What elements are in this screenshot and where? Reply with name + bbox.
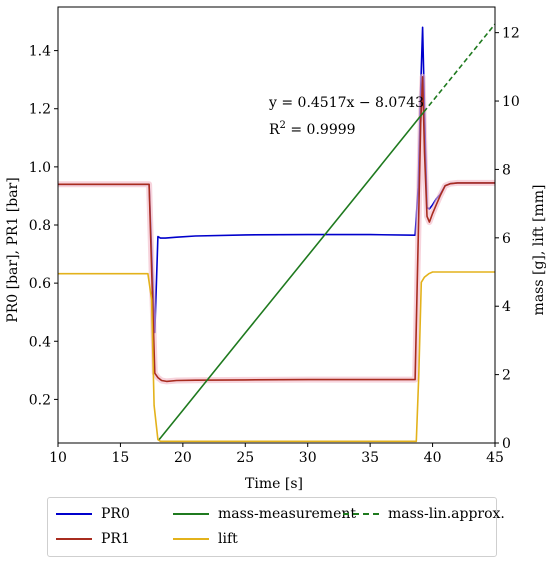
legend-swatch-pr0 [56, 513, 92, 515]
left-y-tick-label: 1.4 [29, 44, 51, 60]
x-tick-label: 10 [49, 450, 67, 466]
left-y-tick-label: 0.4 [29, 334, 51, 350]
legend-swatch-lift [173, 538, 209, 540]
x-tick-label: 45 [486, 450, 504, 466]
legend-item-mass-measurement: mass-measurement [173, 506, 356, 522]
legend-swatch-mass-lin-approx [343, 513, 379, 515]
left-y-tick-label: 0.6 [29, 276, 51, 292]
legend-label-pr1: PR1 [101, 531, 130, 547]
right-y-tick-label: 10 [502, 94, 520, 110]
left-y-tick-label: 0.8 [29, 218, 51, 234]
axes: 10 15 20 25 30 35 40 45 0.2 0.4 0.6 0.8 1.0 1.2 1.4 0 2 4… [29, 6, 520, 466]
x-tick-label: 20 [174, 450, 192, 466]
right-y-tick-label: 0 [502, 436, 511, 452]
x-tick-label: 40 [424, 450, 442, 466]
right-y-axis-label: mass [g], lift [mm] [531, 185, 547, 316]
x-axis-label: Time [s] [245, 476, 303, 492]
legend-item-pr0: PR0 [56, 506, 130, 522]
regression-equation-label: y = 0.4517x − 8.0743 [268, 95, 424, 111]
left-y-tick-label: 1.0 [29, 160, 51, 176]
right-y-tick-label: 6 [502, 231, 511, 247]
legend-swatch-mass-measurement [173, 513, 209, 515]
x-tick-label: 25 [236, 450, 254, 466]
x-tick-label: 30 [299, 450, 317, 466]
right-y-tick-label: 4 [502, 299, 511, 315]
x-tick-label: 35 [361, 450, 379, 466]
series-line-pr1 [58, 76, 495, 383]
legend-label-mass-measurement: mass-measurement [218, 506, 357, 522]
legend-label-lift: lift [218, 531, 238, 547]
legend-item-mass-lin-approx: mass-lin.approx. [343, 506, 505, 522]
series-line-mass-measurement [158, 111, 425, 441]
series-line-mass-lin-approx [423, 23, 496, 113]
r-squared-label: R2 = 0.9999 [269, 120, 356, 138]
left-y-axis-label: PR0 [bar], PR1 [bar] [5, 177, 21, 322]
legend-label-pr0: PR0 [101, 506, 130, 522]
series-group [58, 23, 496, 443]
right-y-tick-label: 2 [502, 368, 511, 384]
legend: PR0 PR1 mass-measurement lift mass-lin.a… [47, 497, 505, 557]
series-line-lift [58, 271, 495, 443]
legend-item-pr1: PR1 [56, 531, 130, 547]
left-y-tick-label: 0.2 [29, 392, 51, 408]
left-y-tick-label: 1.2 [29, 102, 51, 118]
legend-swatch-pr1 [56, 538, 92, 540]
right-y-tick-label: 12 [502, 26, 520, 42]
right-y-tick-label: 8 [502, 162, 511, 178]
x-tick-label: 15 [112, 450, 130, 466]
legend-label-mass-lin-approx: mass-lin.approx. [388, 506, 505, 522]
legend-item-lift: lift [173, 531, 238, 547]
